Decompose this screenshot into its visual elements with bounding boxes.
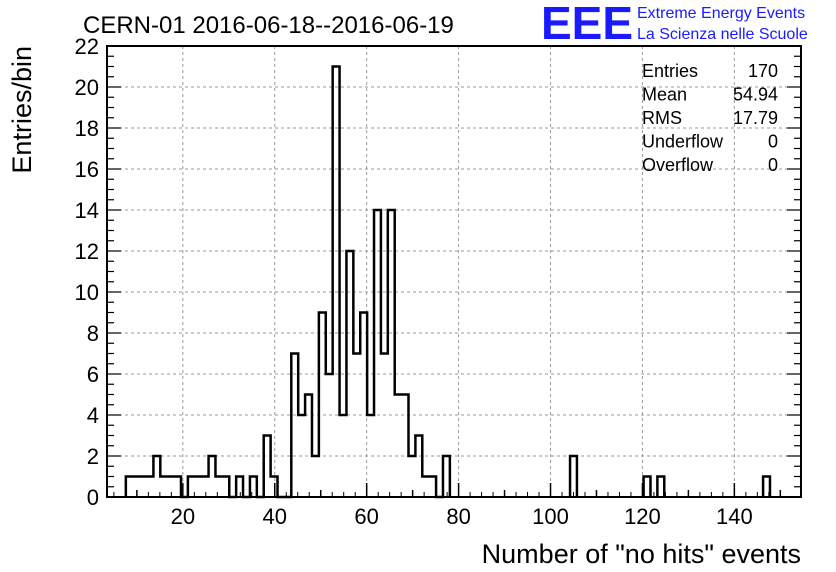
stats-label: Underflow xyxy=(642,132,724,152)
histogram-bin xyxy=(167,477,174,498)
x-tick-labels: 20 40 60 80 100 120 140 xyxy=(171,504,753,529)
y-tick-label: 2 xyxy=(87,444,99,469)
y-tick-label: 0 xyxy=(87,485,99,510)
eee-logo-mark: EEE xyxy=(541,0,633,49)
histogram-bin xyxy=(353,354,360,498)
plot-frame xyxy=(106,45,802,498)
histogram-bin xyxy=(202,477,209,498)
x-axis-title: Number of "no hits" events xyxy=(482,539,801,569)
y-tick-labels: 0 2 4 6 8 10 12 14 16 18 20 22 xyxy=(75,34,99,510)
stats-label: Overflow xyxy=(642,155,714,175)
histogram-bin xyxy=(195,477,202,498)
x-tick-label: 80 xyxy=(446,504,470,529)
histogram-outline xyxy=(124,65,772,499)
stats-value: 54.94 xyxy=(733,85,778,105)
histogram-bin xyxy=(140,477,147,498)
x-tick-label: 100 xyxy=(532,504,569,529)
y-tick-label: 20 xyxy=(75,75,99,100)
stats-value: 0 xyxy=(768,155,778,175)
chart-title: CERN-01 2016-06-18--2016-06-19 xyxy=(83,12,454,39)
y-axis-title: Entries/bin xyxy=(7,46,37,174)
histogram-bin xyxy=(312,456,319,497)
histogram-bin xyxy=(215,477,222,498)
y-tick-label: 22 xyxy=(75,34,99,59)
grid-lines xyxy=(107,46,801,497)
stats-box: Entries 170 Mean 54.94 RMS 17.79 Underflow 0 Ove… xyxy=(642,61,778,175)
x-tick-label: 20 xyxy=(171,504,195,529)
y-tick-label: 8 xyxy=(87,321,99,346)
y-tick-label: 4 xyxy=(87,403,99,428)
y-tick-label: 16 xyxy=(75,157,99,182)
histogram-bin xyxy=(147,477,154,498)
x-tick-label: 40 xyxy=(263,504,287,529)
y-tick-label: 18 xyxy=(75,116,99,141)
eee-logo-line2: La Scienza nelle Scuole xyxy=(637,26,808,43)
y-tick-label: 10 xyxy=(75,280,99,305)
y-tick-label: 14 xyxy=(75,198,99,223)
stats-value: 0 xyxy=(768,132,778,152)
histogram-bin xyxy=(395,395,402,498)
histogram-bin xyxy=(326,374,333,497)
axis-ticks xyxy=(107,45,801,498)
histogram-bin xyxy=(422,477,429,498)
stats-label: Entries xyxy=(642,61,698,81)
y-tick-label: 6 xyxy=(87,362,99,387)
stats-value: 17.79 xyxy=(733,108,778,128)
eee-logo-line1: Extreme Energy Events xyxy=(637,5,805,22)
histogram-bin xyxy=(160,477,167,498)
x-tick-label: 140 xyxy=(716,504,753,529)
y-tick-label: 12 xyxy=(75,239,99,264)
histogram-bin xyxy=(381,354,388,498)
stats-label: Mean xyxy=(642,85,687,105)
stats-label: RMS xyxy=(642,108,682,128)
x-tick-label: 60 xyxy=(354,504,378,529)
x-tick-label: 120 xyxy=(624,504,661,529)
stats-value: 170 xyxy=(748,61,778,81)
eee-logo: EEE Extreme Energy Events La Scienza nel… xyxy=(541,0,808,49)
